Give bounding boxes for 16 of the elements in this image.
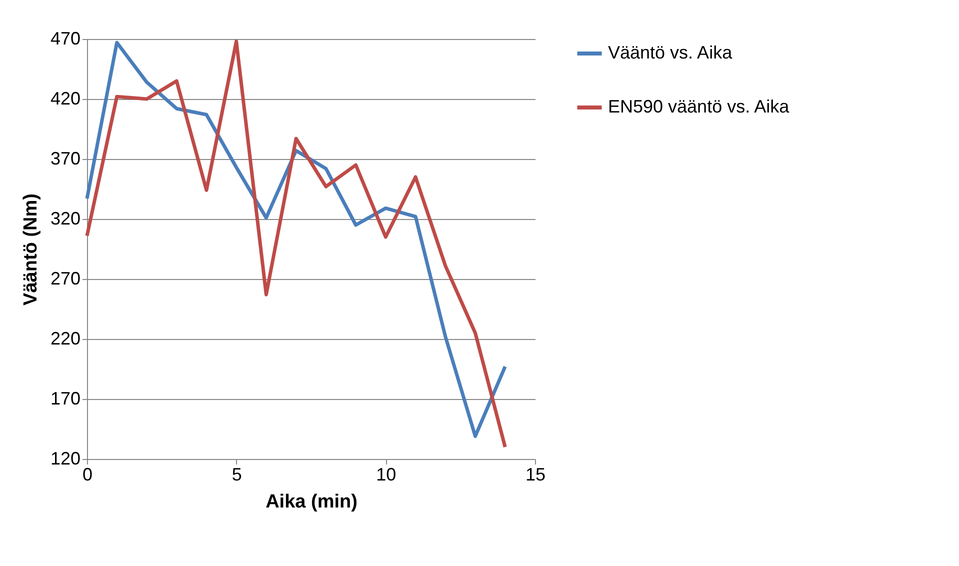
x-tick-label: 0	[82, 464, 93, 484]
x-tick-label: 5	[232, 464, 242, 484]
y-tick-label: 170	[50, 388, 80, 408]
y-tick-label: 120	[50, 448, 80, 468]
x-axis-title: Aika (min)	[266, 492, 358, 512]
y-tick-label: 320	[50, 208, 80, 228]
y-tick-label: 420	[50, 88, 80, 108]
x-tick-label: 10	[376, 464, 396, 484]
y-tick-label: 370	[50, 148, 80, 168]
legend-label: EN590 vääntö vs. Aika	[608, 96, 790, 116]
y-tick-label: 220	[50, 328, 80, 348]
x-tick-label: 15	[525, 464, 546, 484]
legend-label: Vääntö vs. Aika	[608, 42, 734, 62]
y-tick-label: 470	[50, 28, 80, 48]
y-tick-label: 270	[50, 268, 80, 288]
y-axis-title: Vääntö (Nm)	[20, 194, 42, 306]
